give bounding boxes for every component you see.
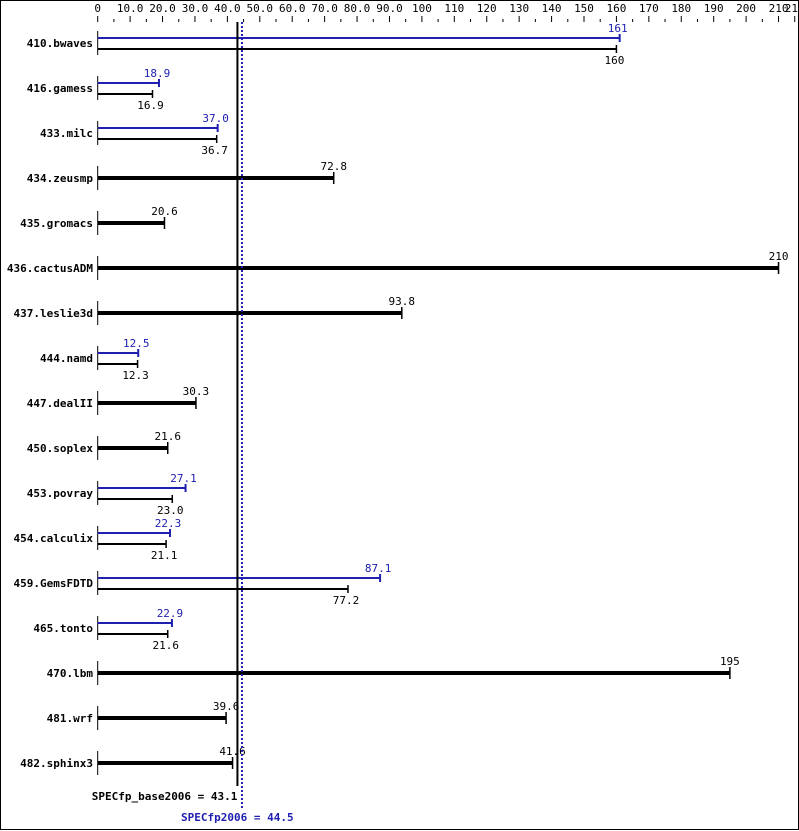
x-tick-label: 200 xyxy=(736,2,756,15)
peak-value-label: 27.1 xyxy=(170,472,197,485)
base-value-label: 21.6 xyxy=(152,639,179,652)
peak-value-label: 161 xyxy=(608,22,628,35)
benchmark-label: 444.namd xyxy=(40,352,93,365)
benchmark-label: 433.milc xyxy=(40,127,93,140)
base-value-label: 210 xyxy=(769,250,789,263)
x-tick-label: 70.0 xyxy=(311,2,338,15)
peak-value-label: 18.9 xyxy=(144,67,171,80)
x-tick-label: 90.0 xyxy=(376,2,403,15)
x-tick-label: 150 xyxy=(574,2,594,15)
x-tick-label: 120 xyxy=(477,2,497,15)
base-value-label: 20.6 xyxy=(151,205,178,218)
x-tick-label: 215 xyxy=(785,2,799,15)
x-tick-label: 180 xyxy=(671,2,691,15)
base-value-label: 195 xyxy=(720,655,740,668)
base-value-label: 39.6 xyxy=(213,700,240,713)
base-value-label: 21.6 xyxy=(154,430,181,443)
x-tick-label: 160 xyxy=(606,2,626,15)
x-tick-label: 210 xyxy=(769,2,789,15)
benchmark-label: 416.gamess xyxy=(27,82,93,95)
x-tick-label: 190 xyxy=(704,2,724,15)
peak-value-label: 22.9 xyxy=(157,607,184,620)
x-tick-label: 140 xyxy=(542,2,562,15)
peak-mean-label: SPECfp2006 = 44.5 xyxy=(181,811,294,824)
benchmark-label: 434.zeusmp xyxy=(27,172,94,185)
benchmark-label: 410.bwaves xyxy=(27,37,93,50)
base-value-label: 41.6 xyxy=(219,745,246,758)
benchmark-label: 482.sphinx3 xyxy=(20,757,93,770)
x-tick-label: 110 xyxy=(444,2,464,15)
base-value-label: 30.3 xyxy=(183,385,210,398)
x-tick-label: 170 xyxy=(639,2,659,15)
x-tick-label: 100 xyxy=(412,2,432,15)
x-tick-label: 60.0 xyxy=(279,2,306,15)
benchmark-label: 459.GemsFDTD xyxy=(14,577,94,590)
benchmark-label: 470.lbm xyxy=(47,667,94,680)
x-tick-label: 10.0 xyxy=(117,2,144,15)
base-mean-label: SPECfp_base2006 = 43.1 xyxy=(92,790,238,803)
base-value-label: 23.0 xyxy=(157,504,184,517)
base-value-label: 36.7 xyxy=(201,144,228,157)
base-value-label: 16.9 xyxy=(137,99,164,112)
benchmark-label: 435.gromacs xyxy=(20,217,93,230)
x-tick-label: 40.0 xyxy=(214,2,241,15)
benchmark-label: 437.leslie3d xyxy=(14,307,93,320)
benchmark-label: 436.cactusADM xyxy=(7,262,93,275)
peak-value-label: 37.0 xyxy=(202,112,229,125)
x-tick-label: 50.0 xyxy=(247,2,274,15)
x-tick-label: 30.0 xyxy=(182,2,209,15)
benchmark-label: 453.povray xyxy=(27,487,94,500)
peak-value-label: 22.3 xyxy=(155,517,182,530)
benchmark-label: 481.wrf xyxy=(47,712,93,725)
base-value-label: 21.1 xyxy=(151,549,178,562)
benchmark-label: 447.dealII xyxy=(27,397,93,410)
x-tick-label: 130 xyxy=(509,2,529,15)
peak-value-label: 87.1 xyxy=(365,562,392,575)
base-value-label: 72.8 xyxy=(320,160,347,173)
base-value-label: 93.8 xyxy=(389,295,416,308)
base-value-label: 160 xyxy=(604,54,624,67)
benchmark-label: 454.calculix xyxy=(14,532,94,545)
x-tick-label: 20.0 xyxy=(149,2,176,15)
benchmark-label: 465.tonto xyxy=(33,622,93,635)
peak-value-label: 12.5 xyxy=(123,337,150,350)
base-value-label: 12.3 xyxy=(122,369,149,382)
x-tick-label: 0 xyxy=(94,2,101,15)
benchmark-label: 450.soplex xyxy=(27,442,94,455)
x-tick-label: 80.0 xyxy=(344,2,371,15)
base-value-label: 77.2 xyxy=(333,594,360,607)
